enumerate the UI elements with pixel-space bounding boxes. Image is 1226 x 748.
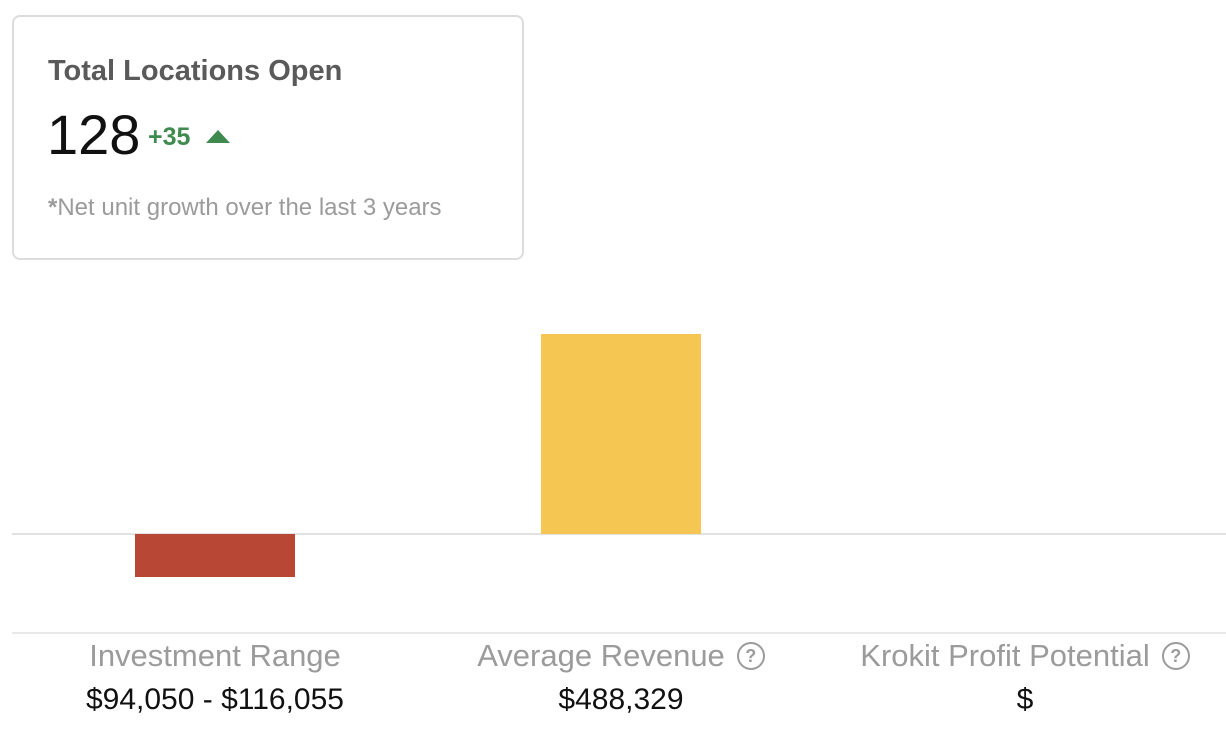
metric-label-text: Average Revenue [477, 638, 725, 673]
metric-value-investment-range: $94,050 - $116,055 [85, 683, 344, 716]
footnote-star: * [48, 194, 58, 221]
metric-label-krokit-profit-potential: Krokit Profit Potential? [824, 638, 1226, 674]
footnote-text: Net unit growth over the last 3 years [57, 194, 442, 221]
question-circle-icon[interactable]: ? [736, 642, 765, 670]
metric-label-text: Investment Range [89, 638, 341, 673]
metric-label-text: Krokit Profit Potential [860, 638, 1150, 673]
locations-count: 128 [47, 103, 141, 166]
bar-investment-range [135, 534, 295, 578]
bar-average-revenue [541, 334, 701, 534]
arrow-up-icon [206, 130, 230, 143]
metric-label-investment-range: Investment Range [12, 638, 418, 674]
metric-value-krokit-profit-potential: $ [1016, 683, 1034, 716]
growth-delta: +35 [148, 123, 191, 151]
metric-label-average-revenue: Average Revenue? [418, 638, 824, 674]
total-locations-card: Total Locations Open 128 +35 *Net unit g… [12, 15, 524, 260]
growth-footnote: *Net unit growth over the last 3 years [48, 194, 442, 222]
card-title: Total Locations Open [48, 55, 343, 87]
question-circle-icon[interactable]: ? [1161, 642, 1190, 670]
metric-value-average-revenue: $488,329 [558, 683, 684, 716]
